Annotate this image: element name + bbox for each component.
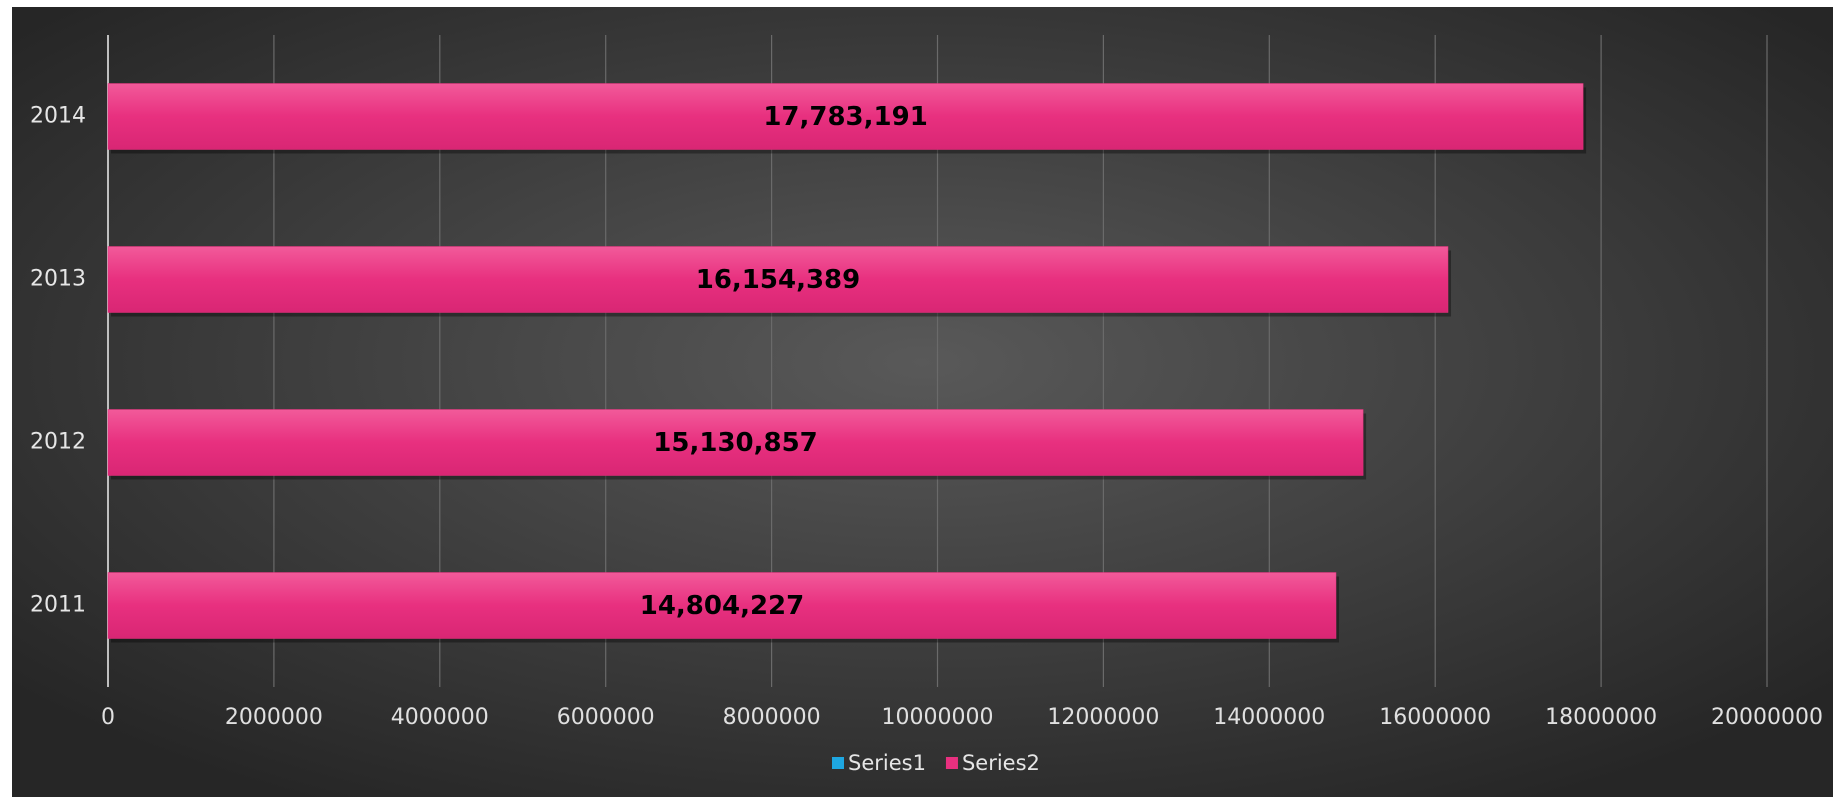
x-tick-label: 4000000 (391, 705, 489, 730)
bar (107, 83, 1584, 150)
data-label: 14,804,227 (640, 591, 804, 621)
x-tick-label: 18000000 (1545, 705, 1657, 730)
legend-label: Series1 (848, 751, 926, 775)
x-tick-label: 20000000 (1711, 705, 1823, 730)
x-tick-label: 14000000 (1213, 705, 1325, 730)
bar (107, 572, 1337, 639)
y-tick-label: 2012 (30, 430, 86, 455)
x-tick-label: 8000000 (723, 705, 821, 730)
y-tick-label: 2013 (30, 267, 86, 292)
x-tick-label: 2000000 (225, 705, 323, 730)
data-label: 15,130,857 (653, 428, 817, 458)
legend-swatch (832, 757, 844, 769)
x-tick-label: 10000000 (882, 705, 994, 730)
x-tick-label: 12000000 (1047, 705, 1159, 730)
data-label: 16,154,389 (696, 265, 860, 295)
data-label: 17,783,191 (763, 102, 927, 132)
x-tick-label: 0 (101, 705, 115, 730)
bar (107, 409, 1364, 476)
legend-label: Series2 (962, 751, 1040, 775)
y-tick-label: 2011 (30, 593, 86, 618)
bar (107, 246, 1449, 313)
x-tick-label: 6000000 (557, 705, 655, 730)
legend-swatch (945, 757, 958, 769)
y-tick-label: 2014 (30, 104, 86, 129)
x-tick-label: 16000000 (1379, 705, 1491, 730)
